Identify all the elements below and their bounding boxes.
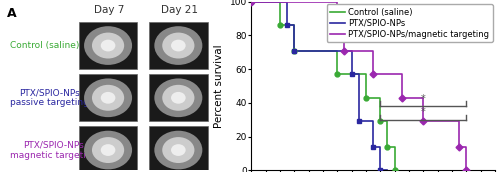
FancyBboxPatch shape (79, 126, 138, 172)
Control (saline) (277, 1, 283, 3)
PTX/SPIO-NPs (284, 1, 290, 3)
Ellipse shape (154, 131, 202, 169)
PTX/SPIO-NPs (291, 24, 297, 26)
Text: Day 21: Day 21 (161, 5, 198, 15)
Ellipse shape (100, 144, 116, 156)
Control (saline) (334, 50, 340, 52)
Control (saline) (378, 120, 384, 122)
Control (saline) (384, 120, 390, 122)
PTX/SPIO-NPs (384, 169, 390, 171)
PTX/SPIO-NPs (348, 73, 354, 75)
Text: *: * (421, 94, 426, 104)
Y-axis label: Percent survival: Percent survival (214, 44, 224, 128)
Ellipse shape (171, 144, 186, 156)
Text: PTX/SPIO-NPs
passive targeting: PTX/SPIO-NPs passive targeting (10, 88, 88, 108)
Ellipse shape (162, 137, 194, 163)
PTX/SPIO-NPs/magnetic targeting (464, 146, 469, 148)
Line: Control (saline): Control (saline) (251, 2, 394, 170)
Control (saline) (248, 1, 254, 3)
PTX/SPIO-NPs (291, 50, 297, 52)
PTX/SPIO-NPs (378, 146, 384, 148)
PTX/SPIO-NPs/magnetic targeting (464, 169, 469, 171)
Text: Control (saline): Control (saline) (10, 41, 79, 50)
Control (saline) (363, 73, 369, 75)
PTX/SPIO-NPs (370, 120, 376, 122)
Control (saline) (291, 24, 297, 26)
Ellipse shape (162, 33, 194, 58)
FancyBboxPatch shape (149, 74, 208, 121)
Control (saline) (291, 50, 297, 52)
Text: A: A (8, 7, 17, 20)
Ellipse shape (92, 85, 124, 111)
Ellipse shape (84, 26, 132, 65)
PTX/SPIO-NPs (348, 50, 354, 52)
FancyBboxPatch shape (79, 22, 138, 69)
Control (saline) (384, 146, 390, 148)
Control (saline) (392, 146, 398, 148)
Line: PTX/SPIO-NPs/magnetic targeting: PTX/SPIO-NPs/magnetic targeting (251, 2, 466, 170)
Ellipse shape (84, 78, 132, 117)
Ellipse shape (154, 78, 202, 117)
FancyBboxPatch shape (79, 74, 138, 121)
PTX/SPIO-NPs (248, 1, 254, 3)
Control (saline) (378, 97, 384, 99)
PTX/SPIO-NPs (356, 120, 362, 122)
PTX/SPIO-NPs/magnetic targeting (334, 1, 340, 3)
Control (saline) (363, 97, 369, 99)
Control (saline) (277, 24, 283, 26)
Ellipse shape (100, 40, 116, 51)
Text: PTX/SPIO-NPs
magnetic targeting: PTX/SPIO-NPs magnetic targeting (10, 140, 97, 160)
PTX/SPIO-NPs/magnetic targeting (342, 24, 347, 26)
PTX/SPIO-NPs (356, 73, 362, 75)
FancyBboxPatch shape (149, 22, 208, 69)
PTX/SPIO-NPs/magnetic targeting (370, 73, 376, 75)
PTX/SPIO-NPs/magnetic targeting (399, 73, 405, 75)
PTX/SPIO-NPs (370, 146, 376, 148)
PTX/SPIO-NPs (384, 169, 390, 171)
Text: *: * (421, 107, 426, 117)
PTX/SPIO-NPs/magnetic targeting (334, 24, 340, 26)
PTX/SPIO-NPs/magnetic targeting (456, 120, 462, 122)
Text: Day 7: Day 7 (94, 5, 124, 15)
Ellipse shape (100, 92, 116, 104)
Ellipse shape (171, 40, 186, 51)
Ellipse shape (171, 92, 186, 104)
Ellipse shape (92, 137, 124, 163)
Ellipse shape (92, 33, 124, 58)
Control (saline) (334, 73, 340, 75)
PTX/SPIO-NPs/magnetic targeting (342, 50, 347, 52)
Ellipse shape (84, 131, 132, 169)
PTX/SPIO-NPs/magnetic targeting (399, 97, 405, 99)
PTX/SPIO-NPs/magnetic targeting (248, 1, 254, 3)
Line: PTX/SPIO-NPs: PTX/SPIO-NPs (251, 2, 388, 170)
PTX/SPIO-NPs/magnetic targeting (456, 146, 462, 148)
PTX/SPIO-NPs/magnetic targeting (420, 120, 426, 122)
Ellipse shape (154, 26, 202, 65)
PTX/SPIO-NPs/magnetic targeting (420, 97, 426, 99)
PTX/SPIO-NPs/magnetic targeting (370, 50, 376, 52)
Legend: Control (saline), PTX/SPIO-NPs, PTX/SPIO-NPs/magnetic targeting: Control (saline), PTX/SPIO-NPs, PTX/SPIO… (326, 4, 492, 42)
FancyBboxPatch shape (149, 126, 208, 172)
Ellipse shape (162, 85, 194, 111)
PTX/SPIO-NPs (378, 169, 384, 171)
PTX/SPIO-NPs (284, 24, 290, 26)
Control (saline) (392, 169, 398, 171)
